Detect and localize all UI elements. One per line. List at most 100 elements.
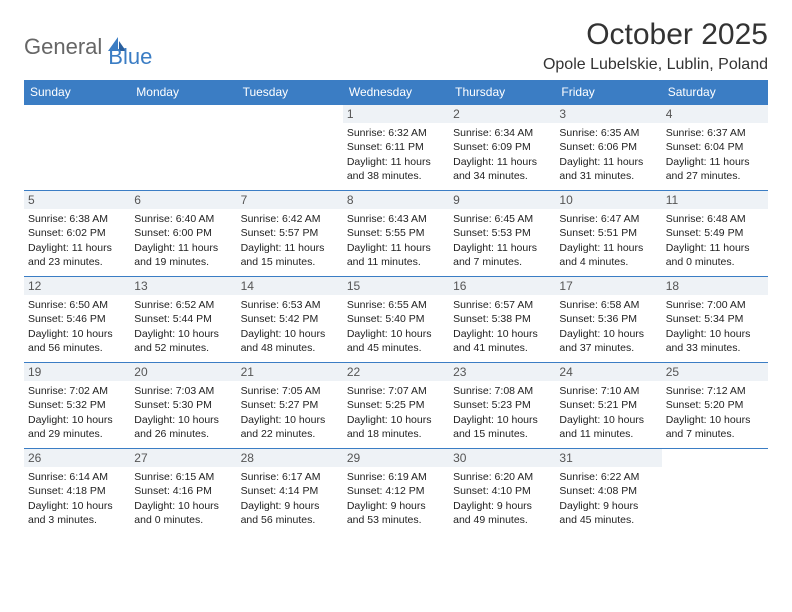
calendar-day-cell: 30Sunrise: 6:20 AMSunset: 4:10 PMDayligh… bbox=[449, 449, 555, 535]
sunrise-text: Sunrise: 6:50 AM bbox=[28, 298, 126, 312]
day-number: 5 bbox=[24, 191, 130, 209]
sunrise-text: Sunrise: 6:47 AM bbox=[559, 212, 657, 226]
sunrise-text: Sunrise: 6:35 AM bbox=[559, 126, 657, 140]
day-number: 16 bbox=[449, 277, 555, 295]
sunrise-text: Sunrise: 6:43 AM bbox=[347, 212, 445, 226]
daylight-text: and 22 minutes. bbox=[241, 427, 339, 441]
sunset-text: Sunset: 5:44 PM bbox=[134, 312, 232, 326]
sunset-text: Sunset: 4:14 PM bbox=[241, 484, 339, 498]
column-header: Thursday bbox=[449, 80, 555, 105]
daylight-text: and 49 minutes. bbox=[453, 513, 551, 527]
calendar-day-cell: 24Sunrise: 7:10 AMSunset: 5:21 PMDayligh… bbox=[555, 363, 661, 449]
sunset-text: Sunset: 5:32 PM bbox=[28, 398, 126, 412]
calendar-day-cell: 12Sunrise: 6:50 AMSunset: 5:46 PMDayligh… bbox=[24, 277, 130, 363]
daylight-text: and 11 minutes. bbox=[559, 427, 657, 441]
sunset-text: Sunset: 5:55 PM bbox=[347, 226, 445, 240]
daylight-text: Daylight: 11 hours bbox=[347, 241, 445, 255]
sunset-text: Sunset: 5:23 PM bbox=[453, 398, 551, 412]
daylight-text: and 4 minutes. bbox=[559, 255, 657, 269]
daylight-text: and 45 minutes. bbox=[347, 341, 445, 355]
daylight-text: and 11 minutes. bbox=[347, 255, 445, 269]
column-header: Tuesday bbox=[237, 80, 343, 105]
daylight-text: and 33 minutes. bbox=[666, 341, 764, 355]
calendar-table: SundayMondayTuesdayWednesdayThursdayFrid… bbox=[24, 80, 768, 535]
sunrise-text: Sunrise: 6:45 AM bbox=[453, 212, 551, 226]
calendar-day-cell: 14Sunrise: 6:53 AMSunset: 5:42 PMDayligh… bbox=[237, 277, 343, 363]
column-header: Friday bbox=[555, 80, 661, 105]
calendar-day-cell bbox=[662, 449, 768, 535]
day-number: 12 bbox=[24, 277, 130, 295]
daylight-text: and 56 minutes. bbox=[28, 341, 126, 355]
column-header: Sunday bbox=[24, 80, 130, 105]
sunset-text: Sunset: 5:57 PM bbox=[241, 226, 339, 240]
day-number: 29 bbox=[343, 449, 449, 467]
daylight-text: and 26 minutes. bbox=[134, 427, 232, 441]
daylight-text: and 23 minutes. bbox=[28, 255, 126, 269]
calendar-day-cell: 28Sunrise: 6:17 AMSunset: 4:14 PMDayligh… bbox=[237, 449, 343, 535]
calendar-week-row: 1Sunrise: 6:32 AMSunset: 6:11 PMDaylight… bbox=[24, 105, 768, 191]
daylight-text: Daylight: 10 hours bbox=[347, 413, 445, 427]
daylight-text: and 15 minutes. bbox=[241, 255, 339, 269]
daylight-text: Daylight: 10 hours bbox=[347, 327, 445, 341]
sunrise-text: Sunrise: 6:34 AM bbox=[453, 126, 551, 140]
daylight-text: and 7 minutes. bbox=[666, 427, 764, 441]
day-number: 28 bbox=[237, 449, 343, 467]
daylight-text: and 45 minutes. bbox=[559, 513, 657, 527]
daylight-text: Daylight: 11 hours bbox=[666, 155, 764, 169]
daylight-text: and 27 minutes. bbox=[666, 169, 764, 183]
sunrise-text: Sunrise: 7:05 AM bbox=[241, 384, 339, 398]
sunrise-text: Sunrise: 7:02 AM bbox=[28, 384, 126, 398]
calendar-week-row: 12Sunrise: 6:50 AMSunset: 5:46 PMDayligh… bbox=[24, 277, 768, 363]
day-number: 8 bbox=[343, 191, 449, 209]
daylight-text: and 15 minutes. bbox=[453, 427, 551, 441]
calendar-day-cell: 11Sunrise: 6:48 AMSunset: 5:49 PMDayligh… bbox=[662, 191, 768, 277]
daylight-text: Daylight: 10 hours bbox=[453, 413, 551, 427]
daylight-text: and 31 minutes. bbox=[559, 169, 657, 183]
day-number: 26 bbox=[24, 449, 130, 467]
sunset-text: Sunset: 5:34 PM bbox=[666, 312, 764, 326]
sunrise-text: Sunrise: 6:22 AM bbox=[559, 470, 657, 484]
day-number: 7 bbox=[237, 191, 343, 209]
logo-text-general: General bbox=[24, 34, 102, 60]
day-number: 11 bbox=[662, 191, 768, 209]
logo-text-blue: Blue bbox=[108, 44, 152, 69]
column-header: Monday bbox=[130, 80, 236, 105]
daylight-text: Daylight: 10 hours bbox=[28, 327, 126, 341]
day-number: 2 bbox=[449, 105, 555, 123]
sunrise-text: Sunrise: 6:38 AM bbox=[28, 212, 126, 226]
sunset-text: Sunset: 5:20 PM bbox=[666, 398, 764, 412]
sunset-text: Sunset: 5:38 PM bbox=[453, 312, 551, 326]
calendar-day-cell: 4Sunrise: 6:37 AMSunset: 6:04 PMDaylight… bbox=[662, 105, 768, 191]
daylight-text: Daylight: 9 hours bbox=[241, 499, 339, 513]
location-text: Opole Lubelskie, Lublin, Poland bbox=[543, 56, 768, 74]
sunrise-text: Sunrise: 6:37 AM bbox=[666, 126, 764, 140]
daylight-text: Daylight: 9 hours bbox=[453, 499, 551, 513]
day-number: 4 bbox=[662, 105, 768, 123]
daylight-text: Daylight: 10 hours bbox=[453, 327, 551, 341]
sunrise-text: Sunrise: 7:12 AM bbox=[666, 384, 764, 398]
calendar-day-cell: 19Sunrise: 7:02 AMSunset: 5:32 PMDayligh… bbox=[24, 363, 130, 449]
calendar-day-cell: 3Sunrise: 6:35 AMSunset: 6:06 PMDaylight… bbox=[555, 105, 661, 191]
day-number: 15 bbox=[343, 277, 449, 295]
sunset-text: Sunset: 4:10 PM bbox=[453, 484, 551, 498]
daylight-text: Daylight: 10 hours bbox=[134, 499, 232, 513]
calendar-day-cell: 21Sunrise: 7:05 AMSunset: 5:27 PMDayligh… bbox=[237, 363, 343, 449]
sunset-text: Sunset: 5:27 PM bbox=[241, 398, 339, 412]
sunrise-text: Sunrise: 6:58 AM bbox=[559, 298, 657, 312]
sunset-text: Sunset: 5:21 PM bbox=[559, 398, 657, 412]
day-number: 17 bbox=[555, 277, 661, 295]
day-number: 31 bbox=[555, 449, 661, 467]
calendar-day-cell: 8 Sunrise: 6:43 AMSunset: 5:55 PMDaylight… bbox=[343, 191, 449, 277]
daylight-text: Daylight: 11 hours bbox=[134, 241, 232, 255]
calendar-week-row: 19Sunrise: 7:02 AMSunset: 5:32 PMDayligh… bbox=[24, 363, 768, 449]
daylight-text: Daylight: 11 hours bbox=[28, 241, 126, 255]
sunset-text: Sunset: 4:08 PM bbox=[559, 484, 657, 498]
day-number: 9 bbox=[449, 191, 555, 209]
day-number: 23 bbox=[449, 363, 555, 381]
sunset-text: Sunset: 5:51 PM bbox=[559, 226, 657, 240]
daylight-text: Daylight: 9 hours bbox=[347, 499, 445, 513]
day-number: 3 bbox=[555, 105, 661, 123]
calendar-day-cell bbox=[237, 105, 343, 191]
day-number: 25 bbox=[662, 363, 768, 381]
calendar-day-cell: 20Sunrise: 7:03 AMSunset: 5:30 PMDayligh… bbox=[130, 363, 236, 449]
